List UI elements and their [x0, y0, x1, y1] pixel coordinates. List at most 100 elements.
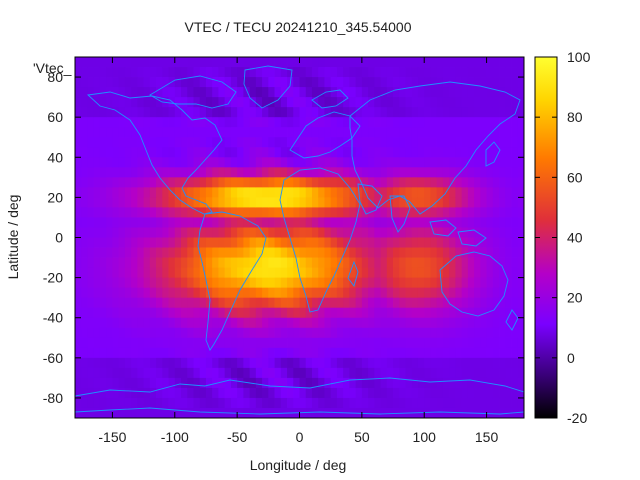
heatmap-cell — [112, 217, 120, 228]
heatmap-cell — [287, 87, 294, 98]
heatmap-cell — [380, 407, 388, 419]
heatmap-cell — [299, 297, 307, 309]
heatmap-cell — [386, 307, 394, 319]
heatmap-cell — [517, 97, 525, 108]
heatmap-cell — [318, 107, 325, 118]
heatmap-cell — [230, 267, 238, 279]
heatmap-cell — [399, 127, 406, 138]
heatmap-cell — [436, 297, 444, 309]
heatmap-cell — [436, 237, 444, 248]
heatmap-cell — [343, 197, 350, 208]
heatmap-cell — [424, 197, 431, 208]
heatmap-cell — [143, 227, 151, 238]
heatmap-cell — [131, 97, 138, 108]
heatmap-cell — [124, 277, 132, 289]
heatmap-cell — [181, 217, 188, 228]
heatmap-cell — [174, 277, 182, 289]
heatmap-cell — [386, 197, 394, 208]
heatmap-cell — [455, 127, 463, 138]
heatmap-cell — [461, 217, 469, 228]
heatmap-cell — [299, 157, 307, 168]
heatmap-cell — [505, 287, 512, 299]
heatmap-cell — [436, 197, 444, 208]
heatmap-cell — [318, 147, 325, 158]
heatmap-cell — [112, 87, 120, 98]
heatmap-cell — [268, 227, 275, 238]
heatmap-cell — [287, 287, 294, 299]
heatmap-cell — [324, 67, 332, 78]
heatmap-cell — [193, 87, 201, 98]
heatmap-cell — [311, 157, 319, 168]
heatmap-cell — [449, 117, 456, 128]
heatmap-cell — [87, 267, 95, 279]
heatmap-cell — [293, 367, 300, 379]
heatmap-cell — [436, 407, 444, 419]
heatmap-cell — [149, 237, 157, 248]
heatmap-cell — [324, 217, 332, 228]
heatmap-cell — [280, 267, 288, 279]
heatmap-cell — [386, 167, 394, 178]
heatmap-cell — [393, 287, 400, 299]
heatmap-cell — [131, 377, 138, 389]
heatmap-cell — [262, 317, 269, 329]
heatmap-cell — [474, 337, 481, 349]
heatmap-cell — [467, 347, 475, 359]
heatmap-cell — [274, 187, 282, 198]
heatmap-cell — [330, 347, 338, 359]
heatmap-cell — [361, 157, 369, 168]
heatmap-cell — [499, 77, 506, 88]
heatmap-cell — [293, 227, 300, 238]
heatmap-cell — [380, 147, 388, 158]
heatmap-cell — [287, 57, 294, 68]
heatmap-cell — [187, 57, 194, 68]
heatmap-cell — [156, 237, 163, 248]
heatmap-cell — [305, 287, 313, 299]
heatmap-cell — [511, 197, 519, 208]
heatmap-cell — [499, 107, 506, 118]
heatmap-cell — [224, 387, 232, 399]
heatmap-cell — [181, 117, 188, 128]
heatmap-cell — [442, 97, 450, 108]
heatmap-cell — [262, 307, 269, 319]
x-tick-label: 0 — [296, 429, 304, 445]
heatmap-cell — [467, 297, 475, 309]
heatmap-cell — [137, 397, 144, 409]
heatmap-cell — [380, 287, 388, 299]
heatmap-cell — [218, 217, 226, 228]
heatmap-cell — [480, 267, 487, 279]
heatmap-cell — [224, 337, 232, 349]
heatmap-cell — [81, 217, 88, 228]
heatmap-cell — [143, 267, 151, 279]
heatmap-cell — [442, 367, 450, 379]
heatmap-cell — [268, 267, 275, 279]
heatmap-cell — [324, 207, 332, 218]
heatmap-cell — [393, 377, 400, 389]
heatmap-cell — [430, 57, 438, 68]
heatmap-cell — [486, 147, 494, 158]
heatmap-cell — [149, 287, 157, 299]
heatmap-cell — [505, 277, 512, 289]
heatmap-cell — [499, 317, 506, 329]
heatmap-cell — [255, 177, 263, 188]
heatmap-cell — [386, 217, 394, 228]
heatmap-cell — [143, 177, 151, 188]
heatmap-cell — [106, 67, 113, 78]
heatmap-cell — [474, 237, 481, 248]
heatmap-cell — [237, 77, 244, 88]
heatmap-cell — [287, 237, 294, 248]
heatmap-cell — [499, 367, 506, 379]
heatmap-cell — [87, 357, 95, 369]
heatmap-cell — [237, 167, 244, 178]
heatmap-cell — [205, 357, 213, 369]
heatmap-cell — [149, 117, 157, 128]
heatmap-cell — [168, 357, 176, 369]
heatmap-cell — [280, 387, 288, 399]
heatmap-cell — [181, 167, 188, 178]
heatmap-cell — [417, 227, 425, 238]
heatmap-cell — [99, 167, 107, 178]
heatmap-cell — [287, 127, 294, 138]
heatmap-cell — [75, 107, 82, 118]
heatmap-cell — [374, 237, 381, 248]
heatmap-cell — [124, 87, 132, 98]
heatmap-cell — [492, 287, 500, 299]
